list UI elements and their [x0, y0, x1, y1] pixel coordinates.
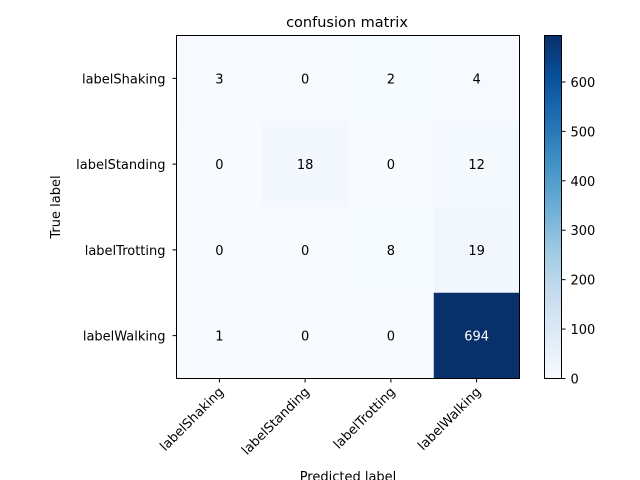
- heatmap-cell: [176, 207, 263, 294]
- heatmap-cell: [176, 35, 263, 122]
- colorbar-tick-label: 300: [571, 224, 596, 239]
- heatmap-cell: [348, 292, 435, 379]
- x-axis-ticks: labelShaking labelStanding labelTrotting la…: [158, 378, 484, 459]
- colorbar-tick-label: 500: [571, 125, 596, 140]
- heatmap-cell: [348, 35, 435, 122]
- x-tick-label: labelTrotting: [331, 385, 399, 453]
- y-tick-label: labelStanding: [76, 158, 165, 173]
- heatmap-cell: [262, 207, 349, 294]
- heatmap-cell: [262, 292, 349, 379]
- cell-value-label: 4: [472, 72, 480, 87]
- x-tick-label: labelStanding: [239, 385, 313, 459]
- heatmap-cell: [262, 35, 349, 122]
- chart-title: confusion matrix: [286, 15, 408, 31]
- cell-value-label: 0: [301, 330, 309, 345]
- heatmap-cell: [433, 35, 520, 122]
- heatmap-cell: [176, 121, 263, 208]
- colorbar-tick-label: 200: [571, 274, 596, 289]
- colorbar: [544, 35, 562, 379]
- x-tick-label: labelShaking: [158, 385, 228, 455]
- colorbar-tick-label: 600: [571, 76, 596, 91]
- colorbar-tick-label: 0: [571, 373, 579, 388]
- y-tick-label: labelWalking: [83, 330, 166, 345]
- cell-value-label: 694: [464, 330, 489, 345]
- y-tick-label: labelTrotting: [85, 244, 166, 259]
- cell-value-label: 18: [297, 158, 314, 173]
- colorbar-ticks: 0 100 200 300 400 500 600: [561, 76, 596, 388]
- y-tick-label: labelShaking: [82, 72, 166, 87]
- cell-value-label: 0: [215, 158, 223, 173]
- x-axis-label: Predicted label: [300, 470, 397, 480]
- cell-value-label: 0: [387, 158, 395, 173]
- cell-value-label: 0: [301, 244, 309, 259]
- heatmap-cell: [348, 207, 435, 294]
- cell-value-label: 8: [387, 244, 395, 259]
- heatmap-cells: 3 0 2 4 0 18 0 12 0 0 8 19 1 0 0 694: [176, 35, 520, 379]
- y-axis-label: True label: [49, 175, 64, 239]
- plot-frame: [176, 35, 520, 379]
- x-tick-label: labelWalking: [415, 385, 484, 454]
- heatmap-cell: [433, 207, 520, 294]
- y-axis-ticks: labelShaking labelStanding labelTrotting la…: [76, 72, 177, 345]
- cell-value-label: 0: [301, 72, 309, 87]
- cell-value-label: 19: [468, 244, 485, 259]
- heatmap-cell: [433, 121, 520, 208]
- cell-value-label: 0: [215, 244, 223, 259]
- heatmap-cell: [348, 121, 435, 208]
- colorbar-tick-label: 400: [571, 175, 596, 190]
- cell-value-label: 1: [215, 330, 223, 345]
- cell-value-label: 2: [387, 72, 395, 87]
- heatmap-cell: [433, 292, 520, 379]
- cell-value-label: 0: [387, 330, 395, 345]
- colorbar-tick-label: 100: [571, 323, 596, 338]
- cell-value-label: 3: [215, 72, 223, 87]
- cell-value-label: 12: [468, 158, 485, 173]
- heatmap-cell: [176, 292, 263, 379]
- heatmap-cell: [262, 121, 349, 208]
